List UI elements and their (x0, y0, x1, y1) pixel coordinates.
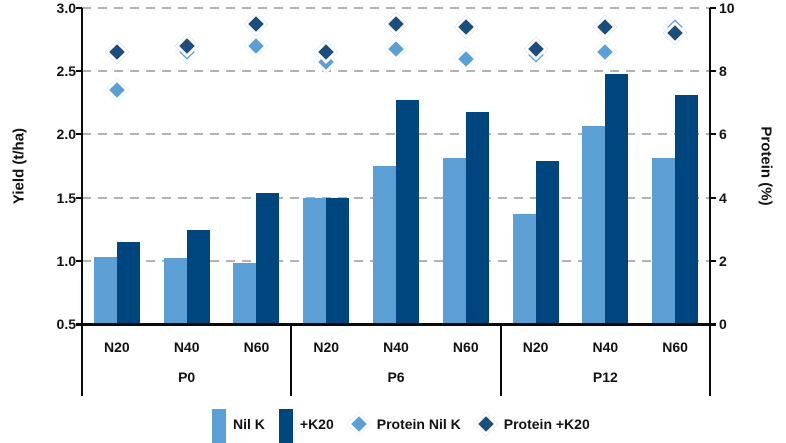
left-tick-label-3-0: 3.0 (56, 0, 76, 16)
bar-nil-k-p6-n20 (303, 197, 327, 324)
left-tick-label-1-5: 1.5 (56, 189, 76, 206)
left-axis-tick-2-5 (76, 70, 82, 73)
legend-item-nil-k: Nil K (212, 405, 265, 443)
right-tick-label-6: 6 (719, 126, 727, 143)
legend-swatch-protein-k20-diamond-icon (473, 411, 498, 437)
right-axis-tick-6 (710, 133, 716, 136)
diamond-protein-k20-p6-n40 (383, 11, 409, 36)
bar-k20-p0-n20 (116, 241, 140, 324)
bar-nil-k-p12-n20 (512, 214, 536, 324)
right-tick-label-2: 2 (719, 252, 727, 269)
bar-k20-p0-n40 (186, 230, 210, 324)
x-axis-label-n20-p6: N20 (313, 339, 340, 355)
legend-item-k20: +K20 (278, 405, 334, 443)
gridline-2-5 (82, 70, 710, 73)
bar-nil-k-p6-n60 (442, 158, 466, 324)
left-tick-label-0-5: 0.5 (56, 316, 76, 332)
legend-swatch-nil-k-bar-icon (212, 409, 226, 443)
bar-nil-k-p6-n40 (373, 166, 396, 324)
diamond-protein-nil-k-p12-n40 (593, 40, 618, 65)
right-tick-label-4: 4 (719, 189, 727, 206)
legend-label-nil-k: Nil K (233, 416, 265, 432)
right-axis-tick-2 (710, 259, 716, 262)
diamond-protein-k20-p0-n20 (104, 40, 129, 65)
right-tick-label-8: 8 (719, 63, 727, 80)
bar-nil-k-p0-n40 (163, 258, 187, 324)
bar-k20-p6-n20 (326, 197, 350, 324)
chart-legend: Nil K +K20 Protein Nil K Protein +K20 (212, 405, 590, 443)
right-tick-label-10: 10 (719, 0, 735, 16)
bar-nil-k-p12-n40 (582, 125, 606, 324)
x-axis-label-n20-p12: N20 (522, 339, 549, 355)
legend-label-k20: +K20 (299, 416, 334, 432)
legend-item-protein-k20: Protein +K20 (473, 405, 590, 443)
bar-k20-p6-n40 (396, 100, 419, 324)
legend-label-protein-k20: Protein +K20 (503, 416, 590, 432)
legend-swatch-k20-bar-icon (278, 409, 293, 443)
left-axis-tick-1-5 (76, 196, 82, 199)
x-axis-label-n40-p12: N40 (592, 339, 619, 355)
diamond-protein-k20-p0-n60 (244, 11, 269, 36)
diamond-protein-nil-k-p6-n60 (453, 46, 478, 71)
right-axis-tick-10 (710, 7, 716, 9)
legend-diamond-protein-k20 (473, 411, 498, 437)
group-label-p0: P0 (178, 369, 196, 385)
left-axis-line (81, 8, 83, 396)
left-tick-label-2-5: 2.5 (56, 63, 76, 80)
diamond-protein-nil-k-p6-n40 (383, 37, 409, 62)
x-axis-baseline (76, 323, 716, 326)
bar-nil-k-p12-n60 (652, 158, 676, 324)
bar-k20-p12-n20 (535, 160, 559, 324)
bar-nil-k-p0-n60 (233, 263, 257, 324)
diamond-protein-k20-p12-n40 (593, 14, 618, 39)
bar-k20-p12-n60 (675, 95, 699, 324)
group-label-p12: P12 (592, 369, 618, 385)
group-separator-2 (499, 324, 502, 396)
x-axis-label-n60-p0: N60 (243, 339, 270, 355)
left-axis-tick-2-0 (76, 133, 82, 136)
x-axis-label-n20-p0: N20 (104, 339, 130, 355)
bar-k20-p6-n60 (465, 111, 489, 324)
diamond-protein-k20-p6-n60 (453, 14, 478, 39)
bar-k20-p0-n60 (256, 192, 280, 324)
bar-k20-p12-n40 (605, 73, 629, 324)
legend-swatch-protein-nil-k-diamond-icon (346, 411, 371, 437)
right-tick-label-0: 0 (719, 316, 727, 332)
legend-item-protein-nil-k: Protein Nil K (346, 405, 461, 443)
legend-label-protein-nil-k: Protein Nil K (376, 416, 461, 432)
bar-nil-k-p0-n20 (93, 257, 117, 324)
x-axis-label-n40-p6: N40 (383, 339, 409, 355)
diamond-protein-nil-k-p0-n20 (104, 78, 129, 103)
group-label-p6: P6 (387, 369, 405, 385)
diamond-protein-nil-k-p0-n60 (244, 33, 269, 58)
left-axis-tick-3-0 (76, 7, 82, 9)
group-separator-1 (290, 324, 293, 396)
right-axis-tick-8 (710, 70, 716, 73)
x-axis-label-n40-p0: N40 (173, 339, 200, 355)
right-axis-line (709, 8, 711, 396)
x-axis-label-n60-p6: N60 (452, 339, 479, 355)
right-axis-tick-4 (710, 196, 716, 199)
gridline-3-0 (82, 7, 710, 9)
left-tick-label-2-0: 2.0 (56, 126, 76, 143)
left-axis-tick-1-0 (76, 259, 82, 262)
left-tick-label-1-0: 1.0 (56, 252, 76, 269)
x-axis-label-n60-p12: N60 (662, 339, 688, 355)
legend-diamond-protein-nil-k (346, 411, 371, 437)
